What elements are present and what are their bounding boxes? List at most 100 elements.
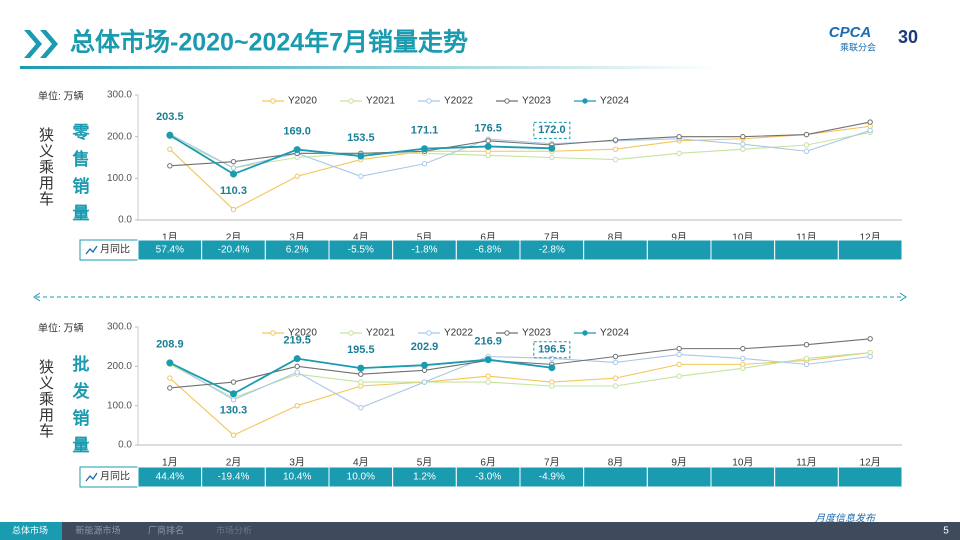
data-point (485, 379, 491, 385)
slide-title: 总体市场-2020~2024年7月销量走势 (70, 28, 468, 57)
legend-label: Y2021 (366, 328, 395, 339)
data-label: 153.5 (347, 132, 375, 144)
separator-arrows (33, 292, 907, 302)
data-point (740, 133, 746, 140)
data-label: 203.5 (156, 111, 184, 123)
data-point (421, 145, 428, 153)
legend-marker (348, 98, 354, 104)
yoy-cell (774, 239, 839, 261)
data-point (612, 146, 619, 152)
legend-marker (504, 98, 510, 104)
data-label: 172.0 (538, 124, 566, 136)
y-tick-label: 300.0 (107, 90, 132, 101)
yoy-value: 57.4% (156, 245, 184, 256)
data-label: 219.5 (283, 335, 311, 347)
data-point (676, 150, 682, 157)
data-point (676, 351, 682, 358)
yoy-value: 44.4% (156, 472, 184, 483)
data-label: 171.1 (411, 125, 439, 137)
data-point (230, 432, 237, 438)
legend-marker (270, 330, 276, 336)
data-point (421, 379, 428, 385)
data-point (485, 373, 491, 379)
data-point (803, 355, 810, 362)
unit-label: 单位: 万辆 (38, 322, 84, 335)
data-point (612, 375, 619, 381)
legend-marker (504, 330, 510, 336)
footer-active-tab (0, 522, 62, 540)
footer-tab[interactable]: 新能源市场 (75, 524, 120, 535)
x-tick-label: 4月 (353, 457, 369, 469)
legend-marker (582, 98, 588, 104)
yoy-cell (837, 239, 903, 261)
data-point (676, 361, 682, 368)
data-point (612, 353, 619, 360)
data-point (484, 356, 492, 364)
legend-label: Y2021 (366, 96, 395, 107)
data-point (612, 359, 619, 366)
data-point (867, 336, 873, 342)
chevron-icon (24, 30, 58, 58)
series-line (169, 338, 871, 389)
yoy-value: 6.2% (286, 245, 309, 256)
x-tick-label: 12月 (860, 457, 881, 469)
footer-tab[interactable]: 市场分析 (216, 524, 252, 535)
chart-title: 批发销量 (70, 354, 91, 463)
data-point (549, 154, 555, 161)
data-point (867, 119, 873, 125)
legend-label: Y2023 (522, 96, 551, 107)
data-point (357, 152, 365, 160)
data-label: 195.5 (347, 344, 375, 356)
yoy-value: 1.2% (413, 472, 436, 483)
legend-label: Y2022 (444, 328, 473, 339)
series-line (169, 129, 871, 177)
data-point (358, 173, 364, 179)
x-tick-label: 2月 (226, 457, 242, 469)
data-point (548, 144, 556, 152)
footer-tab[interactable]: 厂商排名 (148, 524, 184, 535)
x-tick-label: 6月 (480, 457, 496, 469)
data-point (612, 156, 619, 163)
data-label: 208.9 (156, 339, 184, 351)
group-label: 狭义乘用车 (37, 359, 54, 439)
data-point (485, 152, 491, 159)
data-point (293, 146, 301, 154)
x-tick-label: 7月 (544, 457, 560, 469)
yoy-value: -20.4% (218, 245, 250, 256)
highlight-box (533, 121, 571, 139)
yoy-cell (583, 466, 648, 488)
series-line (169, 121, 871, 167)
y-tick-label: 200.0 (107, 131, 132, 142)
data-point (484, 142, 492, 150)
yoy-value: -3.0% (475, 472, 501, 483)
data-label: 130.3 (220, 405, 248, 417)
series-line (169, 125, 871, 211)
series-line (169, 352, 871, 399)
footer-bar (0, 522, 960, 540)
y-tick-label: 200.0 (107, 361, 132, 372)
data-point (867, 127, 873, 134)
footer-tab[interactable]: 总体市场 (12, 524, 48, 535)
data-point (421, 367, 428, 373)
data-point (357, 364, 365, 372)
data-point (230, 158, 237, 165)
data-point (294, 173, 300, 179)
data-point (740, 345, 746, 352)
data-point (740, 146, 746, 152)
data-point (803, 142, 810, 148)
legend-label: Y2024 (600, 328, 629, 339)
group-label: 狭义乘用车 (37, 127, 54, 207)
footer-note: 月度信息发布 (815, 513, 877, 525)
y-tick-label: 0.0 (118, 440, 132, 451)
data-point (612, 137, 619, 143)
data-point (166, 359, 174, 367)
data-point (230, 397, 237, 403)
yoy-value: 10.4% (283, 472, 311, 483)
x-tick-label: 3月 (289, 457, 305, 469)
data-point (803, 342, 810, 348)
data-point (358, 404, 364, 411)
data-label: 110.3 (220, 185, 247, 197)
legend-label: Y2020 (288, 328, 317, 339)
legend-label: Y2022 (444, 96, 473, 107)
